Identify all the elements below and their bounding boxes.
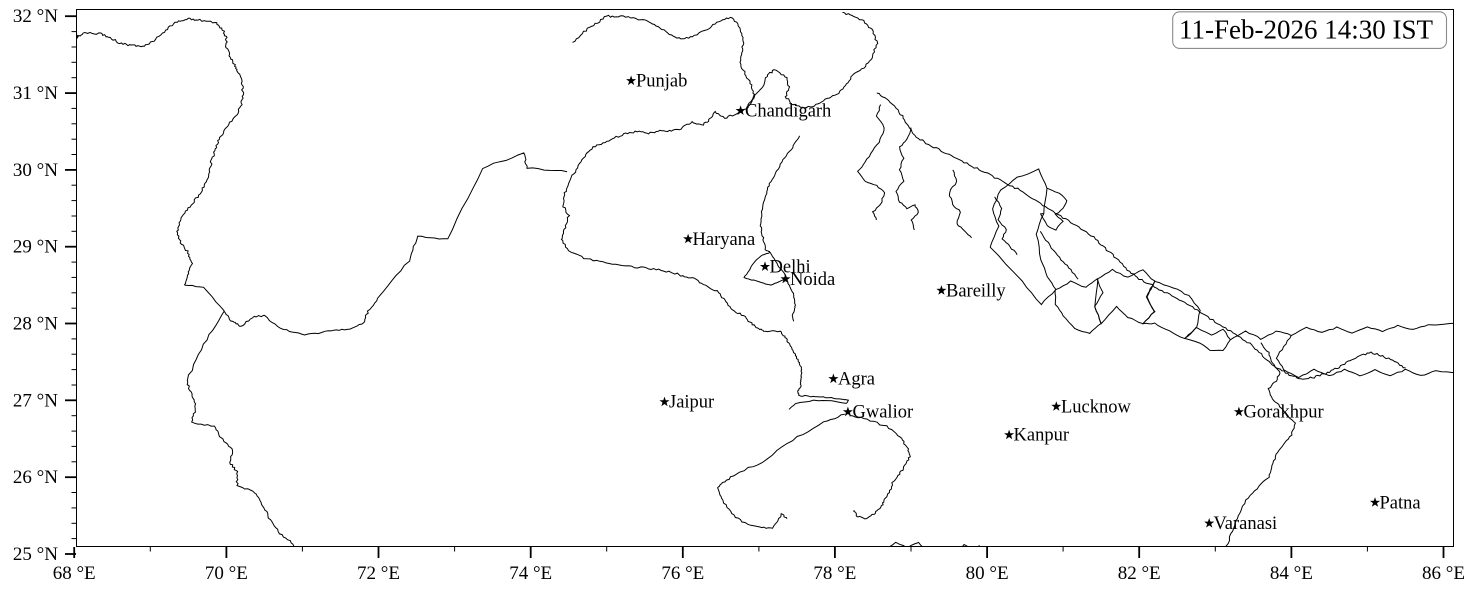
svg-text:Gwalior: Gwalior xyxy=(853,403,914,423)
svg-text:80 °E: 80 °E xyxy=(966,563,1009,584)
svg-text:Patna: Patna xyxy=(1380,493,1421,513)
svg-text:86 °E: 86 °E xyxy=(1422,563,1465,584)
svg-text:25 °N: 25 °N xyxy=(13,544,58,565)
svg-text:27 °N: 27 °N xyxy=(13,390,58,411)
svg-text:26 °N: 26 °N xyxy=(13,467,58,488)
svg-text:Chandigarh: Chandigarh xyxy=(745,102,831,122)
svg-text:70 °E: 70 °E xyxy=(205,563,248,584)
svg-text:32 °N: 32 °N xyxy=(13,6,58,27)
svg-text:68 °E: 68 °E xyxy=(53,563,96,584)
svg-text:29 °N: 29 °N xyxy=(13,237,58,258)
svg-text:28 °N: 28 °N xyxy=(13,314,58,335)
svg-text:84 °E: 84 °E xyxy=(1270,563,1313,584)
svg-text:Gorakhpur: Gorakhpur xyxy=(1244,403,1324,423)
svg-text:Noida: Noida xyxy=(790,270,835,290)
svg-text:30 °N: 30 °N xyxy=(13,160,58,181)
svg-text:Jaipur: Jaipur xyxy=(669,393,714,413)
svg-text:11-Feb-2026 14:30 IST: 11-Feb-2026 14:30 IST xyxy=(1179,15,1433,45)
svg-text:Bareilly: Bareilly xyxy=(946,281,1006,301)
svg-text:76 °E: 76 °E xyxy=(661,563,704,584)
svg-text:Haryana: Haryana xyxy=(693,230,756,250)
svg-text:72 °E: 72 °E xyxy=(357,563,400,584)
svg-text:74 °E: 74 °E xyxy=(509,563,552,584)
svg-text:Varanasi: Varanasi xyxy=(1214,514,1278,534)
svg-text:Punjab: Punjab xyxy=(636,72,687,92)
svg-text:Agra: Agra xyxy=(838,370,875,390)
svg-text:82 °E: 82 °E xyxy=(1118,563,1161,584)
svg-text:Kanpur: Kanpur xyxy=(1014,426,1069,446)
svg-text:31 °N: 31 °N xyxy=(13,83,58,104)
svg-text:78 °E: 78 °E xyxy=(813,563,856,584)
svg-text:Lucknow: Lucknow xyxy=(1061,397,1132,417)
